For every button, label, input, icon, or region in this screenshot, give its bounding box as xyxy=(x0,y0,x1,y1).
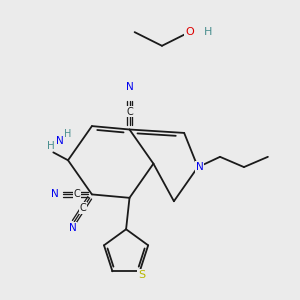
Text: N: N xyxy=(196,162,203,172)
Text: N: N xyxy=(51,189,59,200)
Text: C: C xyxy=(126,107,133,117)
Text: N: N xyxy=(56,136,64,146)
Text: H: H xyxy=(204,27,212,37)
Text: N: N xyxy=(126,82,134,92)
Text: C: C xyxy=(80,203,86,213)
Text: O: O xyxy=(185,27,194,37)
Text: H: H xyxy=(64,129,72,139)
Text: H: H xyxy=(47,141,55,151)
Text: S: S xyxy=(138,270,145,280)
Text: C: C xyxy=(74,189,80,200)
Text: N: N xyxy=(69,223,76,233)
